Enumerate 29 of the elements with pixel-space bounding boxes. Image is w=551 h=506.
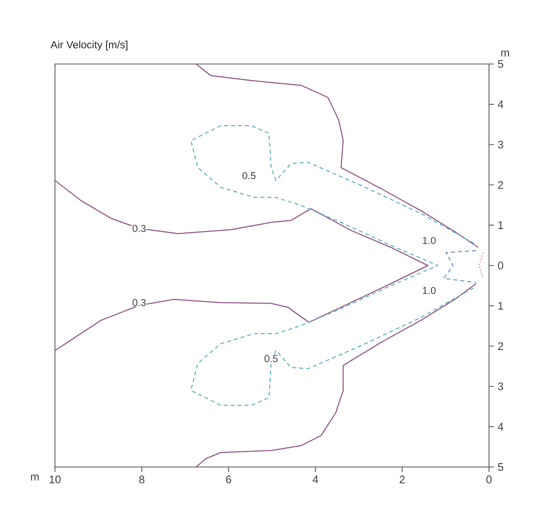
y-tick-label: 4 xyxy=(498,100,504,108)
y-tick-label: 2 xyxy=(498,181,504,189)
line-series xyxy=(190,125,474,406)
x-tick-label: 2 xyxy=(400,476,405,484)
line-series xyxy=(196,64,479,248)
y-tick-label: 1 xyxy=(498,221,504,229)
x-tick-label: 4 xyxy=(312,476,318,484)
annotation: 0.5 xyxy=(264,355,278,362)
x-axis-title: m xyxy=(31,474,39,480)
annotation: 0.5 xyxy=(242,172,256,180)
x-tick-label: 6 xyxy=(226,476,232,484)
chart-title: Air Velocity [m/s] xyxy=(50,40,128,50)
y-tick-label: 3 xyxy=(498,140,504,148)
y-tick-label: 1 xyxy=(498,302,504,310)
x-tick-label: 8 xyxy=(139,476,144,484)
y-tick-label: 5 xyxy=(498,463,504,471)
y-tick-label: 0 xyxy=(498,262,504,270)
annotation: 1.0 xyxy=(422,286,436,294)
y-tick-label: 2 xyxy=(498,342,504,350)
annotation: 1.0 xyxy=(422,236,436,244)
y-axis-title: m xyxy=(501,50,509,56)
annotation: 0.3 xyxy=(132,299,146,306)
y-tick-label: 3 xyxy=(498,382,504,390)
x-tick-label: 10 xyxy=(50,476,61,484)
y-tick-label: 5 xyxy=(498,60,504,68)
line-series xyxy=(443,250,476,283)
x-tick-label: 0 xyxy=(486,476,492,484)
y-tick-label: 4 xyxy=(498,422,504,430)
line-series xyxy=(196,283,476,467)
